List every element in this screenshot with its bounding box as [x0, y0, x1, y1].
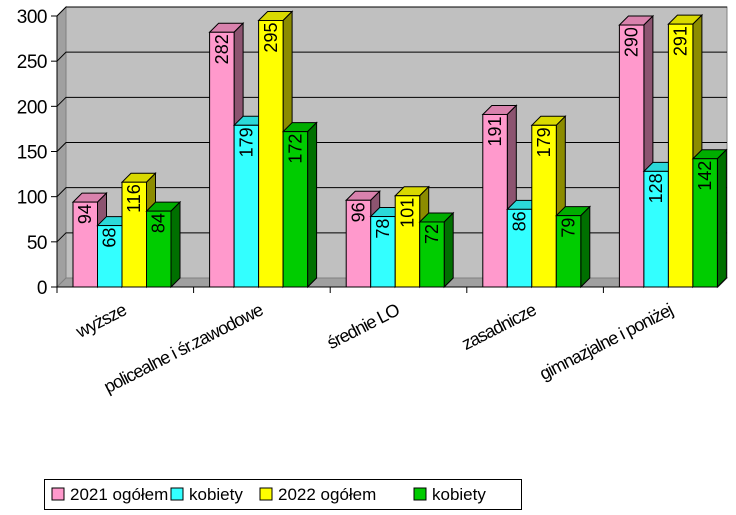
data-label: 172	[285, 134, 305, 164]
data-label: 128	[646, 173, 666, 203]
gridline	[56, 96, 727, 107]
data-label: 290	[622, 27, 642, 57]
category-label: wyższe	[72, 299, 130, 342]
bar-front	[97, 225, 123, 288]
data-label: 68	[100, 228, 120, 248]
legend-swatch	[170, 487, 184, 501]
data-label: 96	[348, 202, 368, 222]
bar	[281, 121, 318, 289]
bar-side	[170, 200, 181, 289]
data-label: 72	[422, 224, 442, 244]
legend-label: 2022 ogółem	[278, 485, 376, 504]
y-tick-label: 250	[17, 52, 47, 73]
bar-side	[716, 148, 727, 289]
legend-box	[44, 479, 522, 510]
bar	[344, 190, 381, 289]
legend-swatch	[259, 487, 273, 501]
bar-front	[531, 124, 557, 288]
bar	[555, 205, 592, 289]
data-label: 191	[485, 116, 505, 146]
bar-front	[233, 124, 260, 288]
y-tick-label: 100	[17, 188, 47, 209]
legend-label: kobiety	[432, 485, 486, 504]
data-label: 179	[534, 127, 554, 157]
y-tick-label: 0	[37, 278, 47, 299]
legend-item: 2022 ogółem	[259, 485, 376, 504]
bar-front	[692, 158, 718, 288]
legend-swatch	[51, 487, 65, 501]
bar-front	[121, 181, 147, 288]
bar-front	[258, 20, 284, 288]
bar-front	[370, 216, 396, 288]
bar-side	[307, 121, 318, 289]
bar-front	[209, 31, 235, 288]
gridline	[56, 51, 727, 62]
legend-item: 2021 ogółem	[51, 485, 168, 504]
legend: 2021 ogółem kobiety 2022 ogółem kobiety	[44, 479, 522, 510]
data-label: 295	[261, 23, 281, 53]
data-label: 116	[124, 184, 144, 213]
bar-front	[506, 208, 533, 288]
bar-front	[345, 199, 372, 288]
data-label: 142	[695, 161, 715, 191]
bar	[691, 148, 728, 289]
bar-side	[443, 211, 454, 289]
y-tick-label: 150	[17, 143, 47, 164]
legend-item: kobiety	[170, 485, 243, 504]
y-tick-label: 50	[27, 233, 47, 254]
bar-side	[580, 205, 591, 289]
data-label: 78	[373, 219, 393, 239]
data-label: 94	[75, 204, 95, 224]
bar-front	[72, 201, 98, 288]
bar-front	[419, 221, 445, 288]
data-label: 101	[397, 198, 417, 228]
bar-front	[667, 23, 694, 288]
data-label: 179	[236, 127, 256, 157]
data-label: 84	[149, 213, 169, 233]
legend-swatch	[413, 487, 427, 501]
y-tick-label: 300	[17, 7, 47, 28]
category-label: zasadnicze	[458, 299, 539, 354]
bars	[71, 10, 728, 289]
bar-front	[643, 170, 669, 288]
y-tick-label: 200	[17, 97, 47, 118]
data-label: 79	[559, 218, 579, 238]
data-label: 291	[671, 26, 691, 56]
bar-front	[482, 113, 508, 288]
bar	[418, 211, 455, 289]
legend-label: 2021 ogółem	[70, 485, 168, 504]
bar-front	[282, 131, 309, 288]
bar-front	[618, 24, 645, 288]
bar-front	[555, 215, 582, 288]
legend-label: kobiety	[189, 485, 243, 504]
bar-front	[146, 210, 172, 288]
bar-front	[394, 195, 421, 288]
data-label: 86	[510, 211, 530, 231]
bar	[530, 115, 567, 289]
legend-item: kobiety	[413, 485, 486, 504]
category-label: gimnazjalne i poniżej	[536, 300, 675, 384]
bar	[145, 200, 182, 289]
data-label: 282	[212, 34, 232, 64]
gridline	[56, 6, 727, 17]
category-label: średnie LO	[324, 299, 404, 353]
